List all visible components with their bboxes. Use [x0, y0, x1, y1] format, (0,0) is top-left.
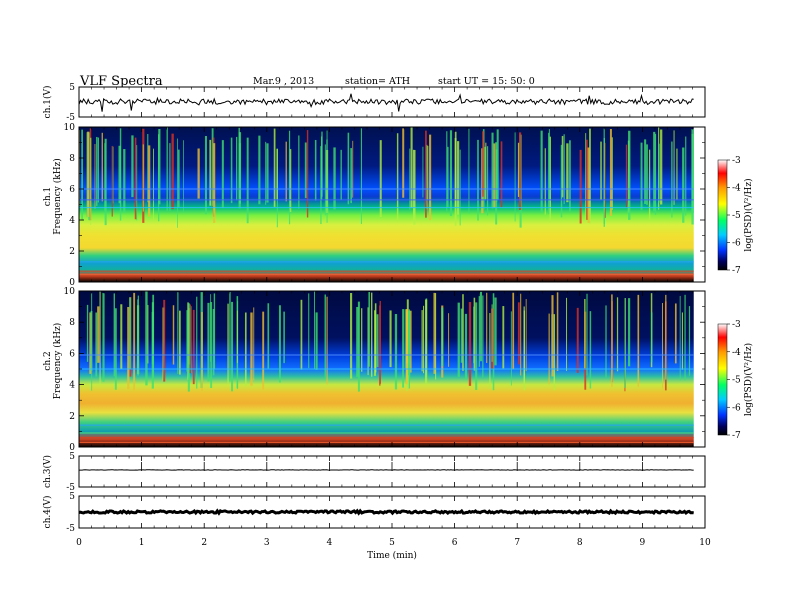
- x-tick-label: 4: [327, 538, 333, 548]
- colorbar-label: log(PSD)(V²/Hz): [743, 343, 754, 416]
- y-tick-label: 8: [69, 154, 75, 164]
- y-axis-label: Frequency (kHz): [52, 323, 63, 400]
- x-tick-label: 1: [139, 538, 145, 548]
- y-tick-label: 0: [69, 278, 75, 288]
- y-tick-label: 10: [64, 123, 76, 133]
- y-tick-label: 5: [69, 492, 75, 502]
- y-tick-label: 2: [69, 412, 75, 422]
- x-tick-label: 8: [577, 538, 583, 548]
- x-tick-label: 6: [452, 538, 458, 548]
- y-tick-label: 6: [69, 185, 75, 195]
- x-tick-label: 10: [699, 538, 711, 548]
- signal-trace: [78, 508, 694, 516]
- colorbar-tick-label: -3: [732, 320, 741, 330]
- x-tick-label: 7: [514, 538, 520, 548]
- colorbar: [717, 323, 728, 436]
- y-axis-label: ch.3(V): [42, 455, 53, 488]
- y-tick-label: 10: [64, 287, 76, 297]
- y-tick-label: 4: [69, 381, 75, 391]
- channel-label: ch.1: [43, 187, 53, 206]
- colorbar-tick-label: -4: [732, 184, 741, 194]
- colorbar-tick-label: -6: [732, 403, 741, 413]
- y-tick-label: 5: [69, 83, 75, 93]
- colorbar-tick-label: -7: [732, 266, 741, 276]
- x-tick-label: 5: [389, 538, 395, 548]
- colorbar-tick-label: -5: [732, 376, 741, 386]
- x-axis-label: Time (min): [367, 550, 417, 561]
- y-tick-label: -5: [66, 113, 75, 123]
- channel-label: ch.2: [43, 351, 53, 370]
- x-tick-label: 0: [76, 538, 82, 548]
- colorbar: [717, 159, 728, 271]
- chart-title: VLF Spectra: [80, 74, 163, 89]
- x-tick-label: 2: [201, 538, 207, 548]
- station-label: station= ATH: [345, 76, 410, 87]
- x-tick-label: 9: [640, 538, 646, 548]
- x-tick-label: 3: [264, 538, 270, 548]
- y-axis-label: ch.4(V): [42, 496, 53, 529]
- colorbar-tick-label: -5: [732, 211, 741, 221]
- colorbar-tick-label: -6: [732, 239, 741, 249]
- colorbar-tick-label: -3: [732, 156, 741, 166]
- y-tick-label: 0: [69, 443, 75, 453]
- y-tick-label: 5: [69, 452, 75, 462]
- y-tick-label: 8: [69, 318, 75, 328]
- y-tick-label: 4: [69, 216, 75, 226]
- date-label: Mar.9 , 2013: [253, 76, 315, 87]
- y-tick-label: 6: [69, 349, 75, 359]
- spectrogram-image: [79, 127, 694, 282]
- y-axis-label: Frequency (kHz): [52, 158, 63, 235]
- y-tick-label: -5: [66, 524, 75, 534]
- y-axis-label: ch.1(V): [42, 86, 53, 119]
- colorbar-label: log(PSD)(V²/Hz): [743, 178, 754, 251]
- signal-trace: [78, 93, 694, 112]
- y-tick-label: -5: [66, 483, 75, 493]
- colorbar-tick-label: -4: [732, 348, 741, 358]
- start-time-label: start UT = 15: 50: 0: [438, 76, 535, 87]
- y-tick-label: 2: [69, 247, 75, 257]
- colorbar-tick-label: -7: [732, 431, 741, 441]
